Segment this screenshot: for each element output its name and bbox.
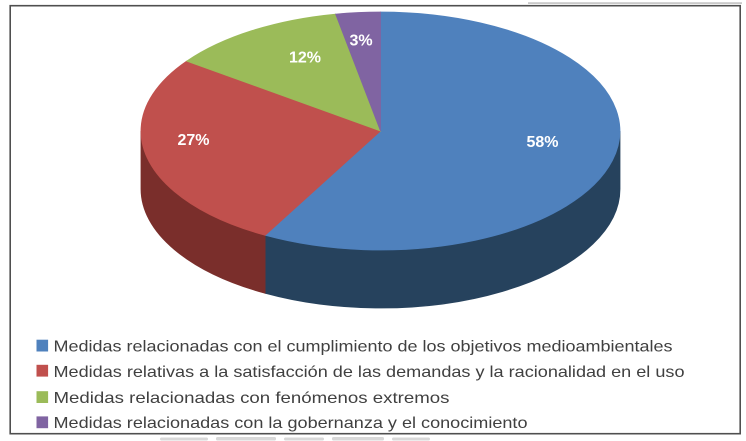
svg-text:3%: 3% <box>349 33 372 50</box>
svg-text:58%: 58% <box>526 134 558 151</box>
svg-text:12%: 12% <box>289 50 321 67</box>
svg-text:Medidas relativas a la satisfa: Medidas relativas a la satisfacción de l… <box>54 364 685 381</box>
svg-text:Medidas relacionadas con fenóm: Medidas relacionadas con fenómenos extre… <box>54 390 450 407</box>
svg-text:Medidas relacionadas con el cu: Medidas relacionadas con el cumplimiento… <box>54 339 673 356</box>
svg-text:Medidas relacionadas con la go: Medidas relacionadas con la gobernanza y… <box>54 415 528 432</box>
svg-text:27%: 27% <box>177 132 209 149</box>
